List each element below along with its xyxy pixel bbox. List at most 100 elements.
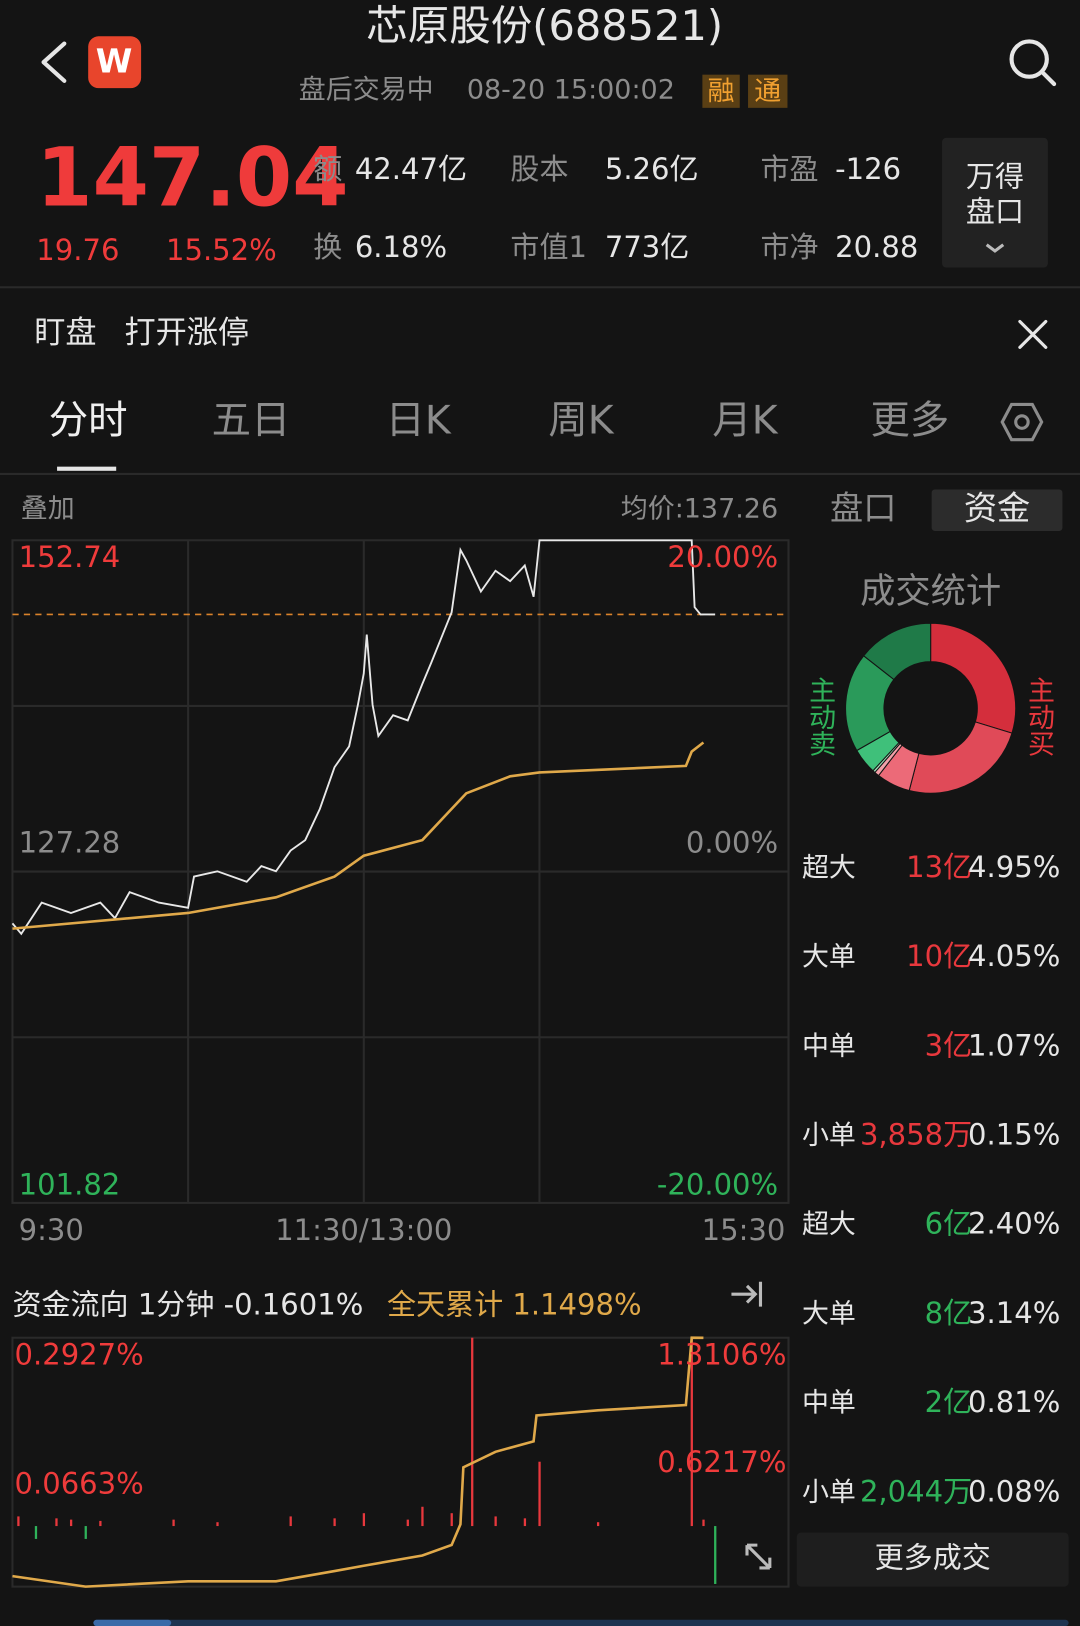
stat-label: 换 xyxy=(313,230,342,264)
flow-bar xyxy=(55,1518,58,1527)
flow-bar xyxy=(523,1518,527,1527)
flow-bar xyxy=(494,1516,497,1527)
row-label: 大单 xyxy=(802,1298,856,1329)
row-amount: 8亿 xyxy=(925,1296,973,1330)
row-label: 超大 xyxy=(802,1209,856,1240)
change: 19.76 xyxy=(36,233,119,267)
more-button[interactable] xyxy=(796,1532,1069,1587)
expand-icon[interactable] xyxy=(745,1543,772,1570)
tab[interactable]: 分时 xyxy=(49,398,128,444)
flow-bar xyxy=(450,1513,453,1527)
button-text: 万得 xyxy=(966,159,1024,193)
collapse-icon[interactable] xyxy=(731,1281,763,1307)
stat-value: 773亿 xyxy=(605,230,689,264)
x-tick-label: 9:30 xyxy=(19,1213,84,1247)
row-amount: 3亿 xyxy=(925,1028,973,1062)
flow-bar xyxy=(538,1461,541,1527)
y2-tick-label: 0.00% xyxy=(686,826,778,860)
quote-button[interactable]: 万得 盘口 xyxy=(942,137,1048,268)
back-button[interactable] xyxy=(41,41,67,83)
badge xyxy=(748,74,788,108)
search-button[interactable] xyxy=(1009,39,1057,87)
row-pct: 0.15% xyxy=(968,1118,1060,1152)
logo xyxy=(88,36,142,89)
row-amount: 6亿 xyxy=(925,1207,973,1241)
row-label: 小单 xyxy=(802,1477,856,1508)
donut-segment xyxy=(862,622,932,681)
row-amount: 13亿 xyxy=(906,850,972,884)
row-label: 超大 xyxy=(802,853,856,884)
y-tick-label: 0.0663% xyxy=(15,1466,144,1500)
flow-bar xyxy=(99,1520,102,1527)
donut-title: 成交统计 xyxy=(860,571,1001,612)
row-pct: 4.05% xyxy=(968,939,1060,973)
side-tab[interactable]: 盘口 xyxy=(830,489,896,528)
overlay-label[interactable]: 叠加 xyxy=(21,494,75,525)
badge-text: 通 xyxy=(754,76,781,107)
stat-value: 5.26亿 xyxy=(605,152,699,186)
flow-bar xyxy=(172,1519,175,1527)
scrollbar-thumb xyxy=(93,1619,172,1626)
flow-bar xyxy=(406,1519,409,1527)
button-text: 盘口 xyxy=(966,195,1024,229)
price-line xyxy=(11,539,716,936)
flow-bar xyxy=(421,1506,424,1527)
flow-bar xyxy=(289,1516,292,1527)
row-pct: 0.81% xyxy=(968,1385,1060,1419)
x-tick-label: 11:30/13:00 xyxy=(275,1213,452,1247)
flow-bar xyxy=(596,1522,600,1527)
flow-bar xyxy=(714,1526,717,1584)
settings-button[interactable] xyxy=(1000,402,1044,442)
row-pct: 1.07% xyxy=(968,1028,1060,1062)
row-pct: 3.14% xyxy=(968,1296,1060,1330)
side-tab[interactable]: 资金 xyxy=(964,489,1030,528)
tab[interactable]: 月K xyxy=(712,398,778,444)
status: 盘后交易中 xyxy=(299,75,434,106)
y-tick-label: 152.74 xyxy=(19,540,121,574)
more-button-text[interactable]: 更多成交 xyxy=(875,1541,991,1575)
row-pct: 2.40% xyxy=(968,1207,1060,1241)
toolbar-item[interactable]: 盯盘 xyxy=(34,315,96,351)
scrollbar xyxy=(93,1619,1069,1626)
y-tick-label: 127.28 xyxy=(19,826,121,860)
row-pct: 0.08% xyxy=(968,1474,1060,1508)
y2-tick-label: 0.6217% xyxy=(657,1445,786,1479)
row-label: 中单 xyxy=(802,1031,856,1062)
close-button[interactable] xyxy=(1018,319,1048,349)
tab[interactable]: 五日 xyxy=(212,398,291,444)
side-tab-active xyxy=(931,489,1063,531)
y2-tick-label: 20.00% xyxy=(667,540,778,574)
row-amount: 2,044万 xyxy=(860,1474,972,1508)
flow-bar xyxy=(69,1519,73,1527)
y2-tick-label: -20.00% xyxy=(657,1167,778,1201)
flow-bar xyxy=(333,1518,336,1527)
flow-bar xyxy=(17,1516,20,1527)
tab-underline xyxy=(57,466,117,471)
toolbar-item[interactable]: 打开涨停 xyxy=(124,315,248,351)
stat-value: 42.47亿 xyxy=(355,152,467,186)
tab[interactable]: 更多 xyxy=(870,398,949,444)
y-tick-label: 101.82 xyxy=(19,1167,121,1201)
price: 147.04 xyxy=(36,132,348,226)
donut-segment xyxy=(930,622,1017,734)
row-label: 中单 xyxy=(802,1388,856,1419)
row-pct: 4.95% xyxy=(968,850,1060,884)
flow-subtitle: 全天累计 1.1498% xyxy=(387,1288,642,1322)
row-label: 小单 xyxy=(802,1120,856,1151)
cumulative-line xyxy=(12,1336,704,1588)
row-amount: 2亿 xyxy=(925,1385,973,1419)
stat-label: 市值1 xyxy=(510,230,587,264)
stat-label: 市盈 xyxy=(760,152,818,186)
flow-bar xyxy=(84,1526,87,1539)
sell-label: 主动卖 xyxy=(804,676,835,757)
tab[interactable]: 周K xyxy=(548,398,614,444)
y-tick-label: 0.2927% xyxy=(15,1337,144,1371)
tab[interactable]: 日K xyxy=(385,398,451,444)
row-amount: 10亿 xyxy=(906,939,972,973)
stat-value: 6.18% xyxy=(355,230,447,264)
flow-title: 资金流向 1分钟 -0.1601% xyxy=(12,1288,363,1322)
row-label: 大单 xyxy=(802,942,856,973)
buy-label: 主动买 xyxy=(1023,676,1054,757)
